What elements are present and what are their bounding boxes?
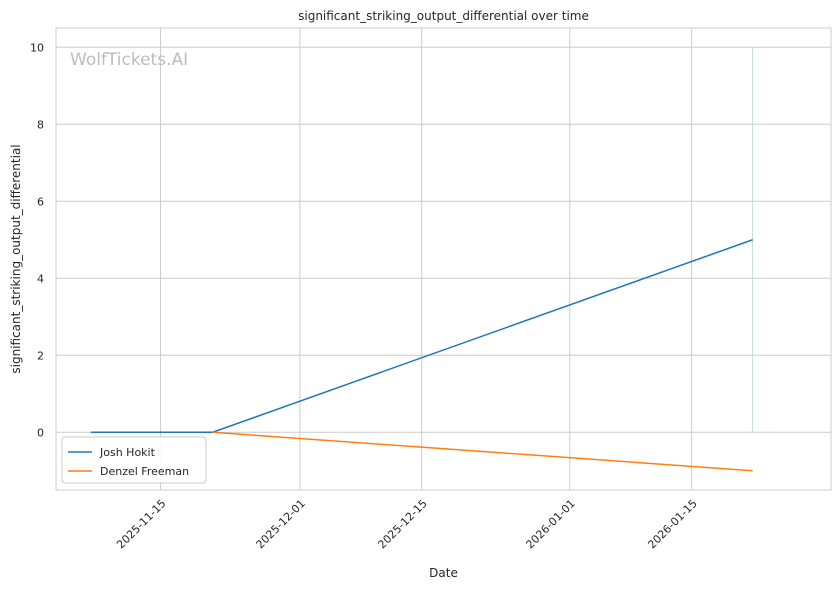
y-tick-label: 6 bbox=[37, 195, 44, 208]
legend-box bbox=[61, 436, 207, 484]
y-tick-label: 0 bbox=[37, 426, 44, 439]
y-axis-label: significant_striking_output_differential bbox=[9, 144, 23, 373]
legend-label: Denzel Freeman bbox=[100, 465, 189, 478]
plot-background bbox=[56, 28, 831, 490]
chart-title: significant_striking_output_differential… bbox=[298, 9, 589, 23]
y-tick-label: 10 bbox=[30, 41, 44, 54]
grid bbox=[56, 28, 831, 490]
x-axis-label: Date bbox=[429, 566, 458, 580]
y-axis-ticks: 0 2 4 6 8 10 bbox=[30, 41, 44, 439]
legend: Josh Hokit Denzel Freeman bbox=[61, 436, 207, 484]
x-tick-label: 2025-12-01 bbox=[254, 497, 308, 551]
y-tick-label: 4 bbox=[37, 272, 44, 285]
watermark: WolfTickets.AI bbox=[70, 50, 188, 70]
plot-frame bbox=[55, 27, 832, 491]
legend-label: Josh Hokit bbox=[99, 446, 156, 459]
series-line bbox=[212, 431, 753, 472]
x-tick-label: 2026-01-15 bbox=[645, 497, 699, 551]
y-tick-label: 2 bbox=[37, 349, 44, 362]
x-tick-label: 2025-12-15 bbox=[375, 497, 429, 551]
x-tick-label: 2026-01-01 bbox=[523, 497, 577, 551]
x-tick-label: 2025-11-15 bbox=[114, 497, 168, 551]
y-tick-label: 8 bbox=[37, 118, 44, 131]
x-axis-ticks: 2025-11-15 2025-12-01 2025-12-15 2026-01-01… bbox=[114, 497, 700, 551]
series-lines bbox=[90, 239, 753, 472]
